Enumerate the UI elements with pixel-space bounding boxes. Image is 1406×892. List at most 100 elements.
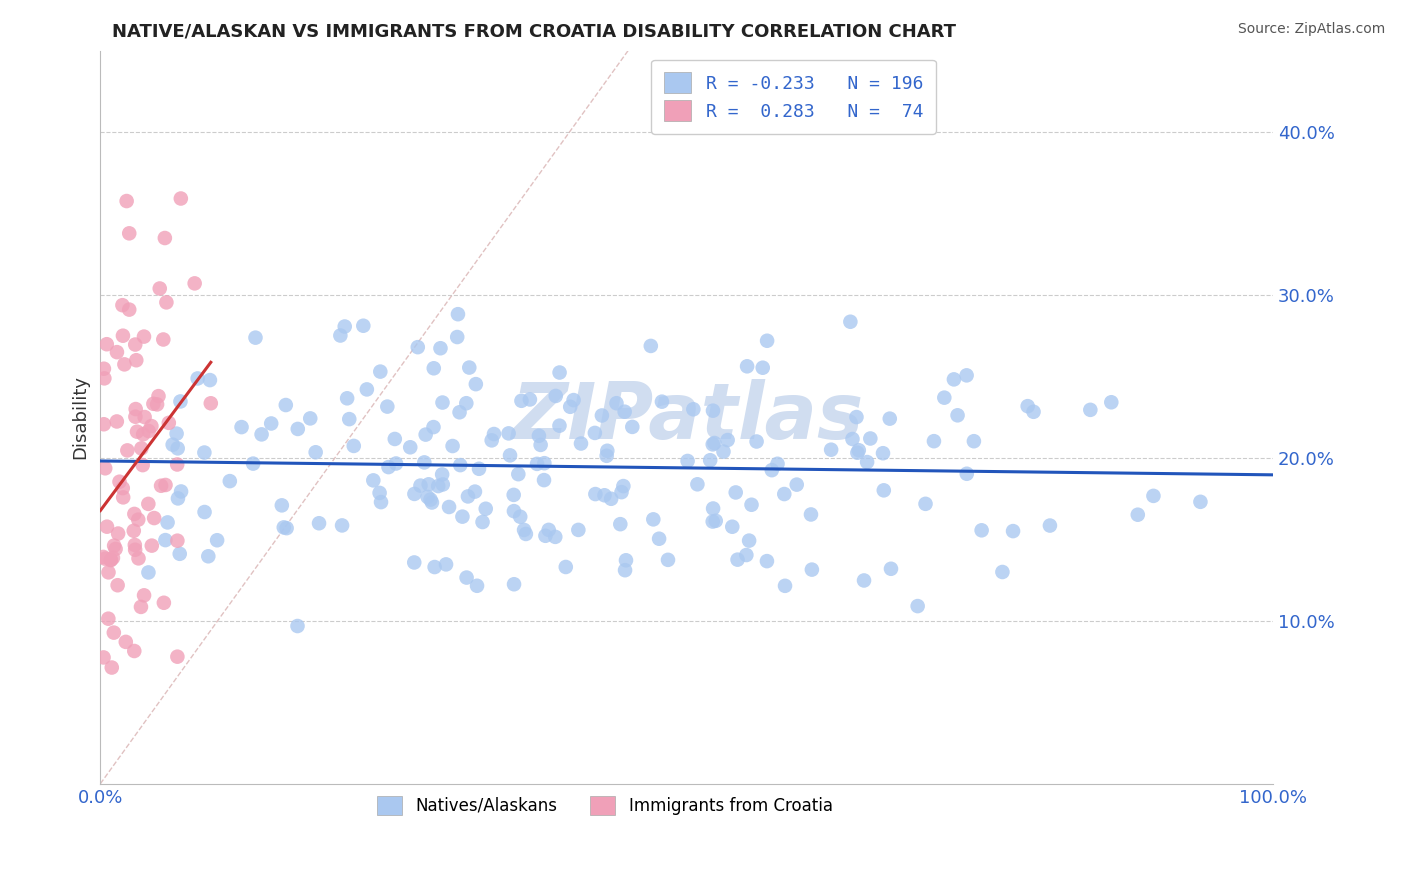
Point <box>839 315 862 329</box>
Point <box>114 635 136 649</box>
Point <box>451 509 474 524</box>
Point <box>745 434 768 449</box>
Point <box>125 353 148 368</box>
Point <box>343 439 366 453</box>
Point <box>169 394 191 409</box>
Point <box>157 416 180 430</box>
Point <box>786 477 808 491</box>
Point <box>537 523 560 537</box>
Point <box>548 366 571 380</box>
Point <box>245 331 267 345</box>
Point <box>337 412 360 426</box>
Point <box>820 442 842 457</box>
Point <box>93 361 115 376</box>
Point <box>464 377 486 392</box>
Point <box>404 487 426 501</box>
Point <box>125 402 148 417</box>
Point <box>800 563 823 577</box>
Point <box>567 523 589 537</box>
Point <box>250 427 273 442</box>
Point <box>205 533 228 548</box>
Point <box>93 417 115 432</box>
Point <box>449 405 471 419</box>
Point <box>141 539 163 553</box>
Point <box>93 549 115 564</box>
Point <box>142 397 165 411</box>
Point <box>614 563 637 577</box>
Point <box>583 487 606 501</box>
Point <box>724 485 747 500</box>
Point <box>686 477 709 491</box>
Point <box>946 409 969 423</box>
Point <box>124 507 146 521</box>
Point <box>513 523 536 537</box>
Point <box>260 417 283 431</box>
Point <box>187 371 209 385</box>
Point <box>446 330 468 344</box>
Point <box>702 501 724 516</box>
Point <box>1142 489 1164 503</box>
Point <box>447 307 470 321</box>
Point <box>456 396 478 410</box>
Point <box>416 490 439 504</box>
Point <box>118 227 141 241</box>
Point <box>419 492 441 507</box>
Point <box>97 612 120 626</box>
Point <box>956 368 979 383</box>
Point <box>193 445 215 459</box>
Point <box>1189 495 1212 509</box>
Point <box>970 524 993 538</box>
Point <box>131 442 153 456</box>
Point <box>166 533 188 548</box>
Point <box>735 359 758 374</box>
Point <box>727 552 749 566</box>
Point <box>111 298 134 312</box>
Point <box>153 596 176 610</box>
Point <box>922 434 945 449</box>
Point <box>122 524 145 538</box>
Point <box>100 553 122 567</box>
Point <box>152 333 174 347</box>
Point <box>458 360 481 375</box>
Point <box>370 495 392 509</box>
Point <box>1099 395 1122 409</box>
Point <box>457 490 479 504</box>
Point <box>141 419 163 434</box>
Point <box>111 328 134 343</box>
Point <box>124 538 146 552</box>
Point <box>377 460 399 475</box>
Point <box>100 660 122 674</box>
Point <box>600 491 623 506</box>
Point <box>287 422 309 436</box>
Point <box>218 474 240 488</box>
Point <box>449 458 471 472</box>
Point <box>621 420 644 434</box>
Point <box>423 361 446 376</box>
Point <box>569 436 592 450</box>
Point <box>534 529 557 543</box>
Point <box>465 579 488 593</box>
Point <box>155 533 177 547</box>
Point <box>125 425 148 439</box>
Point <box>375 400 398 414</box>
Point <box>595 449 617 463</box>
Point <box>704 514 727 528</box>
Point <box>276 521 298 535</box>
Point <box>406 340 429 354</box>
Point <box>112 357 135 371</box>
Point <box>702 437 724 451</box>
Point <box>138 566 160 580</box>
Point <box>118 302 141 317</box>
Point <box>166 458 188 472</box>
Point <box>96 337 118 351</box>
Point <box>610 485 633 500</box>
Point <box>530 438 553 452</box>
Point <box>415 427 437 442</box>
Point <box>963 434 986 449</box>
Point <box>117 443 139 458</box>
Point <box>162 438 184 452</box>
Point <box>509 509 531 524</box>
Point <box>198 373 221 387</box>
Point <box>1126 508 1149 522</box>
Point <box>508 467 530 482</box>
